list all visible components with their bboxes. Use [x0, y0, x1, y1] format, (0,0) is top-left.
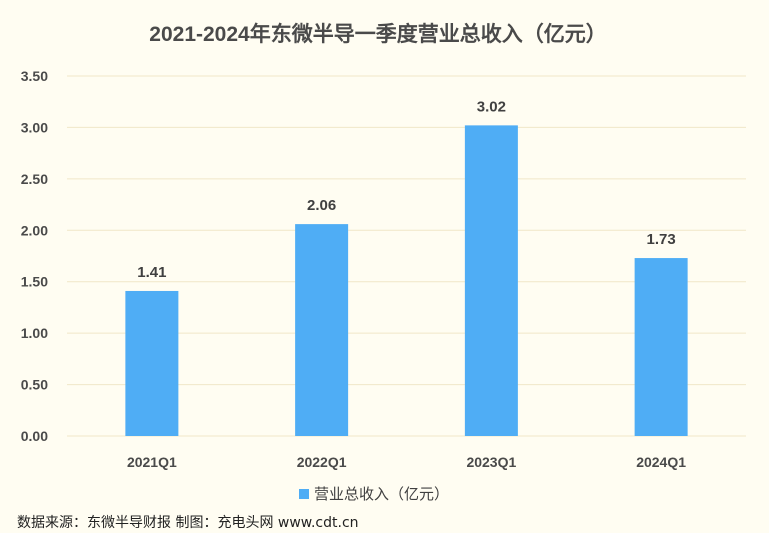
y-tick-label: 3.00: [21, 119, 48, 135]
legend-swatch: [299, 489, 309, 499]
data-labels: 1.41 2.06 3.02 1.73: [137, 98, 675, 281]
bar: [464, 125, 518, 436]
data-label: 3.02: [477, 98, 506, 115]
data-label: 1.41: [137, 264, 166, 281]
x-axis: 2021Q1 2022Q1 2023Q1 2024Q1: [127, 454, 686, 470]
y-tick-label: 0.00: [21, 428, 48, 444]
chart-title: 2021-2024年东微半导一季度营业总收入（亿元）: [149, 22, 606, 46]
gridlines: [67, 75, 746, 437]
legend-label: 营业总收入（亿元）: [314, 485, 449, 503]
y-tick-label: 1.00: [21, 325, 48, 341]
legend: 营业总收入（亿元）: [299, 485, 449, 503]
bar: [295, 224, 349, 436]
y-tick-label: 1.50: [21, 274, 48, 290]
y-tick-label: 0.50: [21, 377, 48, 393]
y-tick-label: 2.00: [21, 222, 48, 238]
data-label: 1.73: [647, 231, 676, 248]
x-tick-label: 2024Q1: [636, 454, 686, 470]
y-tick-label: 2.50: [21, 171, 48, 187]
bars: [125, 125, 688, 436]
source-note: 数据来源：东微半导财报 制图：充电头网 www.cdt.cn: [17, 515, 359, 531]
bar: [125, 290, 179, 436]
y-tick-label: 3.50: [21, 68, 48, 84]
x-tick-label: 2022Q1: [297, 454, 347, 470]
data-label: 2.06: [307, 197, 336, 214]
x-tick-label: 2021Q1: [127, 454, 177, 470]
x-tick-label: 2023Q1: [466, 454, 516, 470]
y-axis: 0.00 0.50 1.00 1.50 2.00 2.50 3.00 3.50: [21, 68, 48, 444]
bar: [634, 258, 688, 436]
